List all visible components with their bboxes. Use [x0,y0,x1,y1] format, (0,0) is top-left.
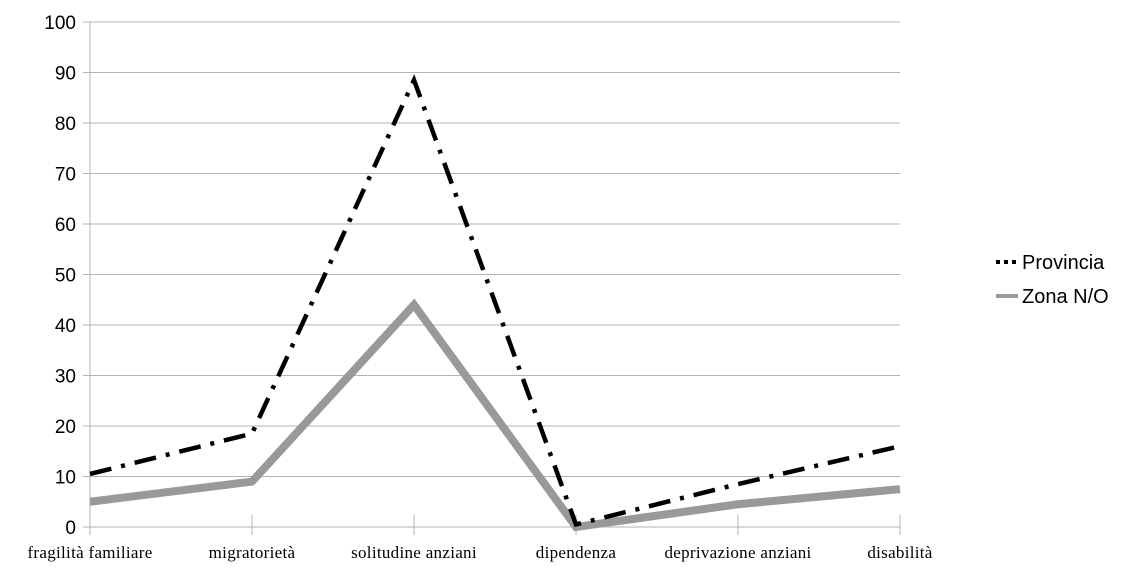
x-tick-label: dipendenza [536,543,617,562]
series-line-zona-n-o [90,305,900,527]
legend: Provincia Zona N/O [996,252,1109,308]
y-tick-label: 0 [65,518,76,539]
y-tick-label: 70 [55,165,76,186]
y-tick-label: 80 [55,114,76,135]
y-tick-label: 30 [55,367,76,388]
y-tick-label: 50 [55,266,76,287]
legend-label: Zona N/O [1022,286,1109,308]
x-tick-label: migratorietà [209,543,296,562]
legend-label: Provincia [1022,252,1105,274]
y-tick-label: 60 [55,215,76,236]
y-tick-label: 100 [44,13,76,34]
series-lines [90,80,900,527]
y-tick-label: 10 [55,468,76,489]
axes: 0 10 20 30 40 50 60 70 80 90 100 fragilità familiar… [27,13,932,562]
y-tick-label: 40 [55,316,76,337]
series-line-provincia [90,80,900,524]
x-tick-label: deprivazione anziani [664,543,811,562]
x-tick-label: disabilità [867,543,932,562]
x-tick-label: fragilità familiare [27,543,152,562]
y-tick-label: 20 [55,417,76,438]
y-tick-label: 90 [55,64,76,85]
x-tick-label: solitudine anziani [351,543,477,562]
gridlines [90,22,900,477]
